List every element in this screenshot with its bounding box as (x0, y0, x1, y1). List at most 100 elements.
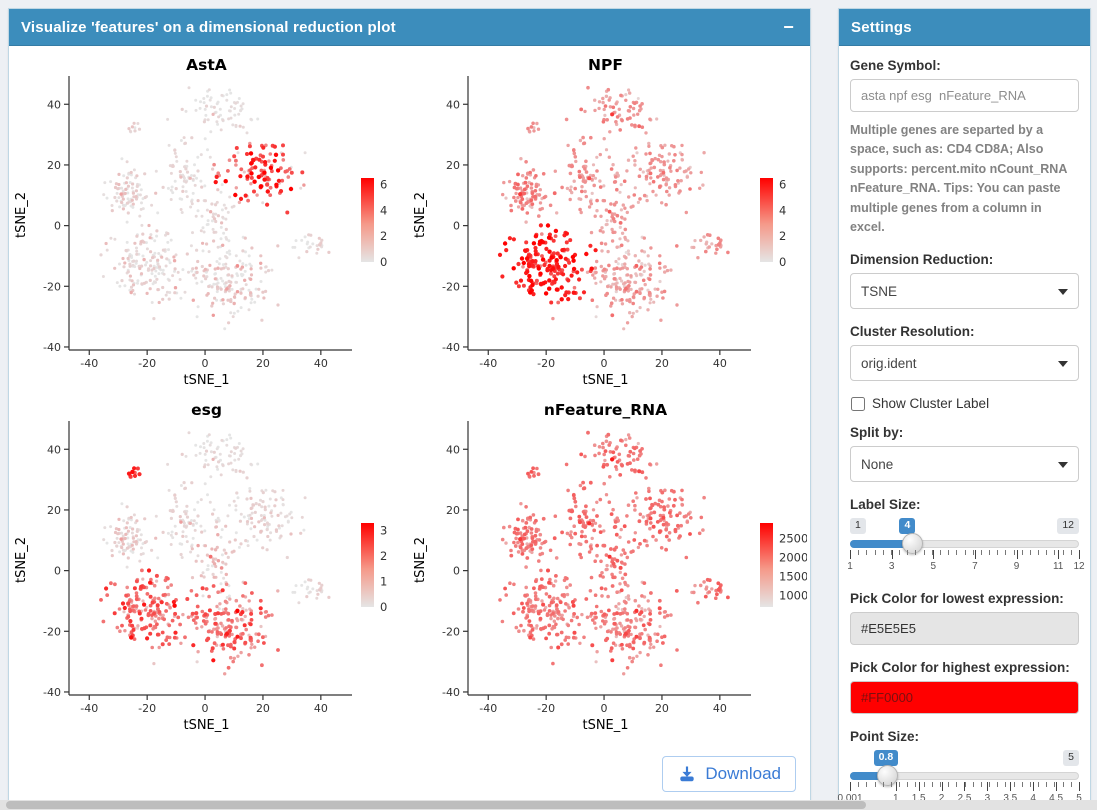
svg-text:1500: 1500 (779, 569, 807, 583)
lowest-color-value: #E5E5E5 (861, 621, 916, 637)
cluster-resolution-select[interactable]: orig.ident (850, 345, 1079, 382)
svg-text:20: 20 (655, 357, 669, 370)
download-button-label: Download (705, 764, 781, 783)
svg-text:6: 6 (380, 177, 387, 191)
label-size-value-badge: 4 (899, 518, 916, 534)
svg-text:0: 0 (779, 255, 786, 269)
chevron-down-icon (1058, 361, 1068, 368)
svg-text:40: 40 (47, 443, 61, 456)
svg-text:20: 20 (47, 504, 61, 517)
label-size-handle[interactable] (902, 533, 924, 555)
svg-text:3: 3 (380, 524, 387, 538)
svg-text:-40: -40 (43, 686, 61, 699)
svg-text:40: 40 (713, 357, 727, 370)
label-size-grid: 1 3 5 7 9 11 12 (847, 550, 1085, 574)
svg-text:-20: -20 (43, 625, 61, 638)
show-cluster-label-text: Show Cluster Label (872, 396, 990, 412)
svg-text:0: 0 (601, 702, 608, 715)
label-size-max-badge: 12 (1057, 518, 1079, 534)
dimension-reduction-label: Dimension Reduction: (850, 252, 994, 268)
svg-text:20: 20 (256, 702, 270, 715)
svg-text:2: 2 (779, 229, 786, 243)
svg-text:0: 0 (453, 220, 460, 233)
gene-symbol-help-text: Multiple genes are separted by a space, … (850, 123, 1067, 234)
svg-text:20: 20 (655, 702, 669, 715)
svg-text:0: 0 (601, 357, 608, 370)
svg-text:-20: -20 (537, 702, 555, 715)
split-by-select[interactable]: None (850, 446, 1079, 483)
point-size-max-badge: 5 (1063, 750, 1079, 766)
svg-text:-20: -20 (442, 625, 460, 638)
svg-text:tSNE_2: tSNE_2 (14, 192, 29, 238)
svg-text:20: 20 (47, 159, 61, 172)
chevron-down-icon (1058, 289, 1068, 296)
feature-plot-panel: Visualize 'features' on a dimensional re… (8, 8, 811, 801)
svg-text:4: 4 (779, 203, 786, 217)
svg-text:tSNE_1: tSNE_1 (582, 718, 628, 733)
label-size-slider[interactable]: 1 12 4 1 3 5 7 9 11 12 (847, 518, 1085, 576)
point-size-grid: 0.001 1 1.5 2 2.5 3 3.5 4 4.5 5 (837, 782, 1082, 806)
svg-text:-40: -40 (442, 686, 460, 699)
point-size-handle[interactable] (876, 765, 898, 787)
point-size-fill (850, 772, 887, 781)
svg-text:20: 20 (446, 159, 460, 172)
download-icon (680, 766, 695, 782)
download-button[interactable]: Download (662, 756, 796, 792)
svg-text:-20: -20 (138, 702, 156, 715)
plot-nfeature-rna: nFeature_RNA -40 -20 0 20 40 -40 -20 0 20 40 tSNE_1… (408, 393, 808, 745)
label-size-min-badge: 1 (850, 518, 866, 534)
plot-asta: AstA -40 -20 0 20 40 -40 -20 0 20 40 tSNE_1 tSNE_2 6 4… (9, 48, 408, 393)
svg-text:40: 40 (713, 702, 727, 715)
svg-text:2: 2 (380, 549, 387, 563)
svg-text:0: 0 (453, 565, 460, 578)
dimension-reduction-value: TSNE (861, 283, 898, 299)
svg-text:tSNE_1: tSNE_1 (582, 373, 628, 388)
svg-text:2000: 2000 (779, 550, 807, 564)
lowest-color-input[interactable]: #E5E5E5 (850, 612, 1079, 646)
svg-text:-20: -20 (537, 357, 555, 370)
cluster-resolution-value: orig.ident (861, 355, 917, 371)
chevron-down-icon (1058, 462, 1068, 469)
svg-text:esg: esg (191, 401, 222, 419)
collapse-icon[interactable]: − (783, 17, 794, 37)
dimension-reduction-select[interactable]: TSNE (850, 273, 1079, 310)
highest-color-input[interactable]: #FF0000 (850, 681, 1079, 715)
feature-plot-panel-header: Visualize 'features' on a dimensional re… (9, 9, 810, 46)
svg-text:-40: -40 (43, 341, 61, 354)
plot-esg: esg -40 -20 0 20 40 -40 -20 0 20 40 tSNE_1 tSNE_2 3 2 1… (9, 393, 408, 745)
svg-text:tSNE_1: tSNE_1 (183, 718, 229, 733)
settings-panel: Settings Gene Symbol: Multiple genes are… (837, 8, 1091, 810)
plot-grid: AstA -40 -20 0 20 40 -40 -20 0 20 40 tSNE_1 tSNE_2 6 4… (9, 46, 810, 745)
svg-text:40: 40 (47, 98, 61, 111)
point-size-label: Point Size: (850, 729, 920, 745)
svg-text:-20: -20 (138, 357, 156, 370)
split-by-value: None (861, 456, 894, 472)
svg-text:-40: -40 (80, 702, 98, 715)
svg-text:-40: -40 (80, 357, 98, 370)
svg-text:40: 40 (314, 357, 328, 370)
settings-panel-title: Settings (851, 18, 912, 36)
gene-symbol-input[interactable] (850, 79, 1079, 112)
horizontal-scrollbar-thumb[interactable] (6, 801, 866, 809)
svg-text:1000: 1000 (779, 589, 807, 603)
highest-color-label: Pick Color for highest expression: (850, 660, 1070, 676)
svg-text:AstA: AstA (186, 56, 227, 74)
svg-text:40: 40 (446, 443, 460, 456)
show-cluster-label-checkbox[interactable] (851, 396, 865, 411)
svg-text:-40: -40 (479, 357, 497, 370)
svg-text:-20: -20 (442, 280, 460, 293)
gene-symbol-label: Gene Symbol: (850, 58, 941, 73)
svg-text:2: 2 (380, 229, 387, 243)
svg-text:1: 1 (380, 575, 387, 589)
svg-text:tSNE_2: tSNE_2 (413, 192, 428, 238)
svg-text:20: 20 (256, 357, 270, 370)
point-size-slider[interactable]: 5 0.8 0.001 1 1.5 2 2.5 3 3.5 4 4.5 5 (837, 750, 1082, 808)
feature-plot-panel-title: Visualize 'features' on a dimensional re… (21, 18, 396, 36)
split-by-label: Split by: (850, 425, 904, 441)
svg-text:0: 0 (54, 220, 61, 233)
svg-text:-40: -40 (479, 702, 497, 715)
svg-text:-20: -20 (43, 280, 61, 293)
feature-plot-panel-body: AstA -40 -20 0 20 40 -40 -20 0 20 40 tSNE_1 tSNE_2 6 4… (9, 46, 810, 800)
horizontal-scrollbar[interactable] (0, 800, 1097, 810)
